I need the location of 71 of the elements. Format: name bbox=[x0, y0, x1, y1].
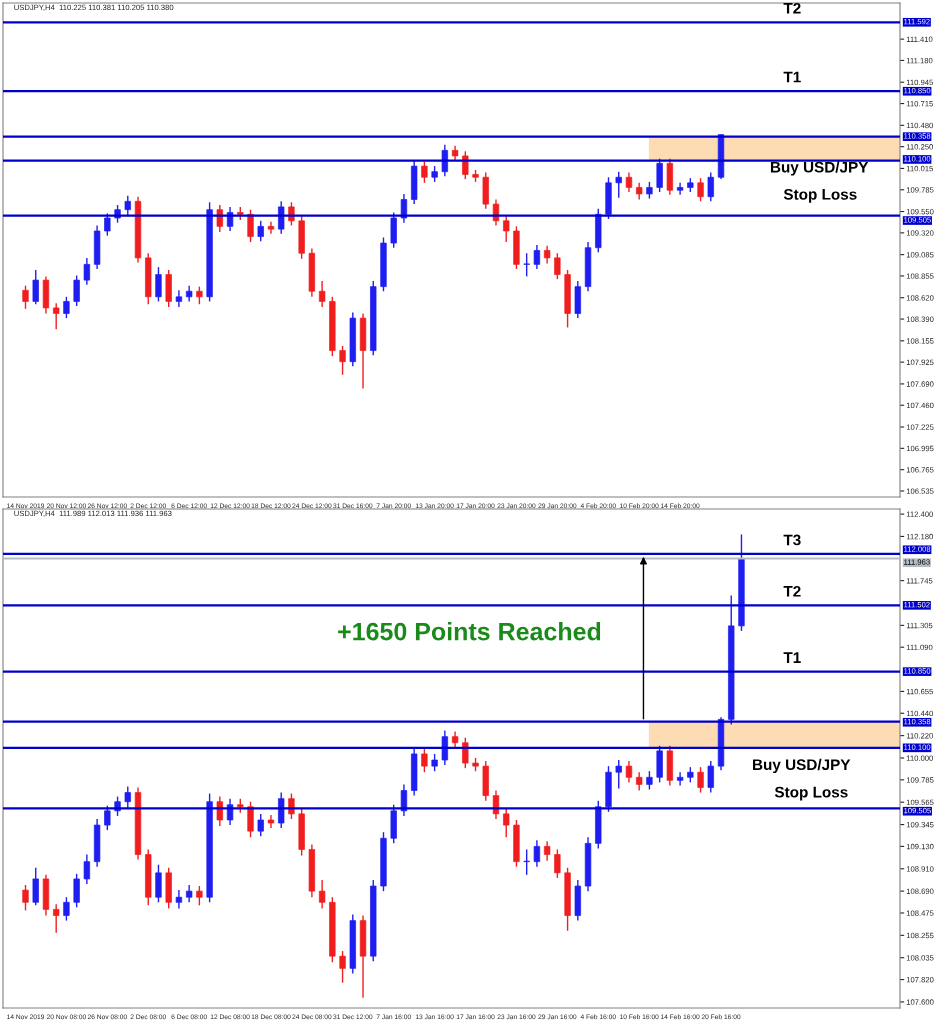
annotation: T1 bbox=[783, 652, 801, 663]
candlestick bbox=[615, 170, 622, 199]
candlestick bbox=[267, 221, 275, 235]
candlestick bbox=[32, 269, 39, 305]
candlestick bbox=[196, 885, 203, 907]
candlestick bbox=[22, 284, 29, 310]
candlestick bbox=[216, 795, 223, 827]
candlestick bbox=[554, 252, 561, 280]
candlestick bbox=[707, 760, 714, 794]
candlestick bbox=[53, 903, 60, 934]
candlestick bbox=[216, 204, 223, 233]
candlestick bbox=[543, 840, 551, 862]
candlestick bbox=[697, 766, 704, 794]
candlestick bbox=[523, 848, 530, 876]
candlestick bbox=[104, 805, 111, 831]
candlestick bbox=[226, 797, 234, 826]
candlestick bbox=[247, 208, 254, 243]
candlestick bbox=[503, 808, 510, 838]
candlestick bbox=[73, 274, 80, 307]
candlestick bbox=[533, 839, 541, 868]
candlestick bbox=[554, 848, 561, 879]
candlestick bbox=[257, 813, 264, 837]
candlestick bbox=[421, 748, 428, 773]
candlestick bbox=[104, 212, 111, 237]
candlestick bbox=[523, 252, 530, 278]
annotation: T2 bbox=[783, 585, 801, 597]
candlestick bbox=[124, 195, 131, 217]
candlestick bbox=[288, 792, 295, 820]
candlestick bbox=[83, 257, 91, 286]
candlestick bbox=[32, 867, 39, 907]
candlestick bbox=[503, 215, 510, 243]
candlestick bbox=[124, 785, 131, 810]
candlestick bbox=[339, 345, 346, 376]
candlestick bbox=[175, 889, 183, 910]
candlestick bbox=[278, 200, 285, 235]
candlestick bbox=[676, 771, 684, 787]
candlestick bbox=[625, 171, 633, 193]
candlestick bbox=[22, 884, 29, 912]
candlestick bbox=[533, 244, 541, 270]
candlestick bbox=[318, 280, 326, 308]
annotation: Buy USD/JPY bbox=[753, 758, 851, 774]
annotation: T1 bbox=[783, 71, 801, 83]
candlestick bbox=[400, 193, 408, 224]
candlestick bbox=[462, 736, 469, 769]
candlestick bbox=[318, 879, 326, 910]
candlestick bbox=[73, 873, 80, 909]
candlestick bbox=[492, 789, 500, 820]
annotation: T2 bbox=[783, 2, 801, 14]
annotation: T3 bbox=[783, 534, 801, 546]
annotation: Stop Loss bbox=[774, 786, 848, 801]
candlestick bbox=[53, 302, 60, 330]
candlestick bbox=[625, 760, 633, 784]
candlestick bbox=[83, 853, 91, 885]
candlestick bbox=[175, 289, 183, 308]
candlestick bbox=[63, 296, 70, 319]
candlestick bbox=[400, 783, 408, 817]
candlestick bbox=[421, 160, 428, 184]
candlestick bbox=[707, 171, 714, 203]
candlestick bbox=[697, 177, 704, 203]
candlestick bbox=[339, 950, 346, 984]
candlestick bbox=[155, 266, 162, 303]
candlestick bbox=[257, 220, 264, 242]
candlestick bbox=[676, 182, 684, 196]
annotation: +1650 Points Reached bbox=[338, 622, 601, 641]
annotation: Stop Loss bbox=[783, 188, 857, 203]
candlestick bbox=[646, 770, 653, 791]
candlestick bbox=[441, 729, 449, 766]
candlestick bbox=[615, 759, 622, 790]
annotation: Buy USD/JPY bbox=[770, 161, 869, 176]
candlestick bbox=[63, 896, 70, 922]
candlestick bbox=[636, 771, 643, 792]
